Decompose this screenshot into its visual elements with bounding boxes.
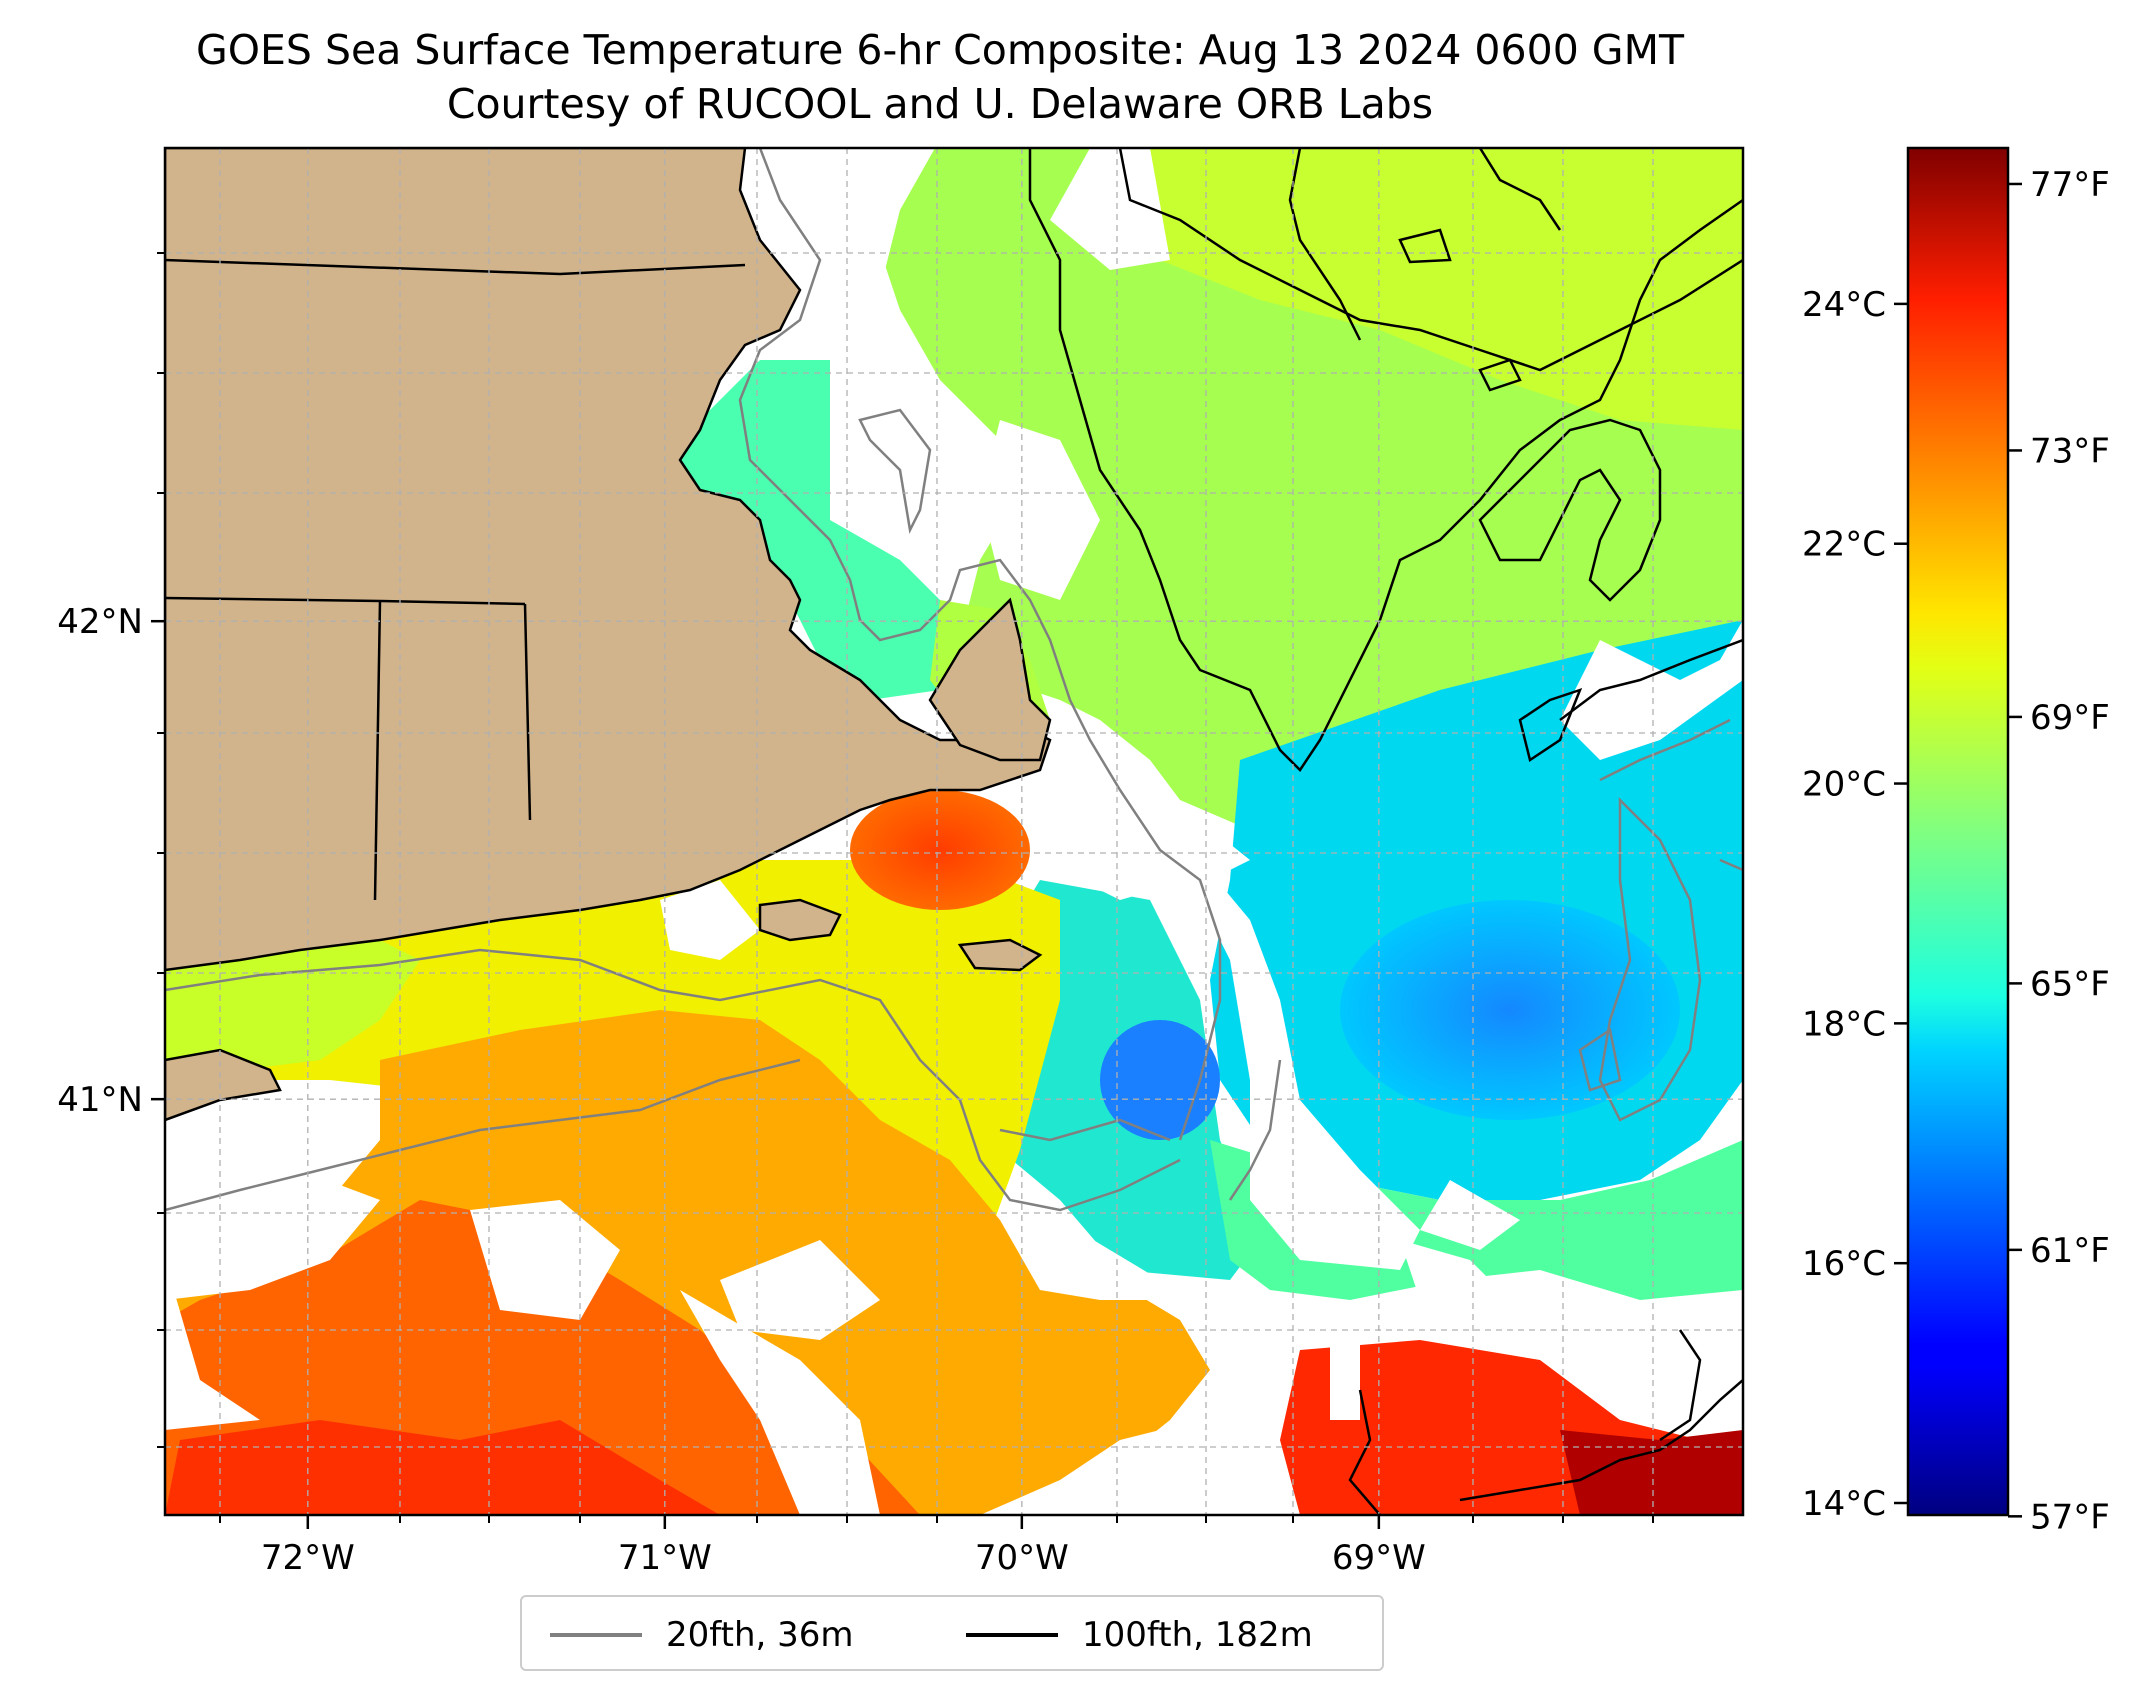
sst-region-nantucket-shoals-cold — [1100, 1020, 1220, 1140]
gridlines — [165, 148, 1743, 1515]
lon-tick-label-0: 72°W — [261, 1538, 355, 1578]
celsius-tick-label-3: 20°C — [1802, 765, 1886, 805]
sst-region-warm-core — [165, 1420, 720, 1515]
legend-label-20fth: 20fth, 36m — [666, 1615, 854, 1655]
sst-region-warm-ring-core — [1560, 1430, 1743, 1515]
celsius-tick-label-1: 16°C — [1802, 1244, 1886, 1284]
state-border-ri-ma — [523, 603, 532, 821]
state-border-ma-nh — [165, 258, 746, 276]
fahrenheit-tick-label-1: 61°F — [2030, 1231, 2110, 1271]
isobath-legend: 20fth, 36m 100fth, 182m — [520, 1595, 1384, 1671]
sst-region-georges-core — [1340, 900, 1680, 1120]
land-marthas-vineyard — [758, 898, 842, 942]
sst-region-northeast-yellowgreen — [1100, 148, 1743, 430]
celsius-tick-label-4: 22°C — [1802, 525, 1886, 565]
lon-tick-label-1: 71°W — [618, 1538, 712, 1578]
lat-tick-label-1: 41°N — [57, 1080, 143, 1120]
fahrenheit-tick-label-0: 57°F — [2030, 1497, 2110, 1537]
fahrenheit-tick-label-2: 65°F — [2030, 964, 2110, 1004]
lon-tick-label-3: 69°W — [1332, 1538, 1426, 1578]
minor-ticks — [157, 252, 1654, 1523]
map-title: GOES Sea Surface Temperature 6-hr Compos… — [195, 26, 1685, 74]
lon-tick-label-2: 70°W — [975, 1538, 1069, 1578]
legend-line-black — [966, 1633, 1058, 1637]
fahrenheit-tick-label-5: 77°F — [2030, 165, 2110, 205]
missing-data-patches — [165, 148, 1743, 1515]
legend-label-100fth: 100fth, 182m — [1082, 1615, 1313, 1655]
celsius-tick-label-5: 24°C — [1802, 285, 1886, 325]
sst-region-mass-bay — [670, 360, 1010, 700]
map-subtitle: Courtesy of RUCOOL and U. Delaware ORB L… — [446, 80, 1434, 128]
map-axis-ticks: 72°W 71°W 70°W 69°W 42°N 41°N — [57, 602, 1425, 1578]
celsius-tick-label-2: 18°C — [1802, 1004, 1886, 1044]
state-border-ct-ri — [373, 600, 382, 901]
fahrenheit-tick-label-4: 73°F — [2030, 431, 2110, 471]
isobath-20fth — [165, 148, 1743, 1212]
land-nantucket — [957, 938, 1043, 972]
land-cape-cod — [928, 597, 1052, 762]
map-frame — [163, 146, 1745, 1517]
lat-tick-label-0: 42°N — [57, 602, 143, 642]
legend-line-gray — [550, 1633, 642, 1637]
sst-region-nantucket-warm — [850, 790, 1030, 910]
major-gridlines — [165, 148, 1743, 1515]
fahrenheit-tick-label-3: 69°F — [2030, 698, 2110, 738]
colorbar — [1906, 146, 2010, 1517]
colorbar-ticks: 14°C 16°C 18°C 20°C 22°C 24°C 57°F 61°F 65°F 69°F… — [1802, 165, 2110, 1537]
sst-field — [165, 148, 1743, 1515]
celsius-tick-label-0: 14°C — [1802, 1484, 1886, 1524]
